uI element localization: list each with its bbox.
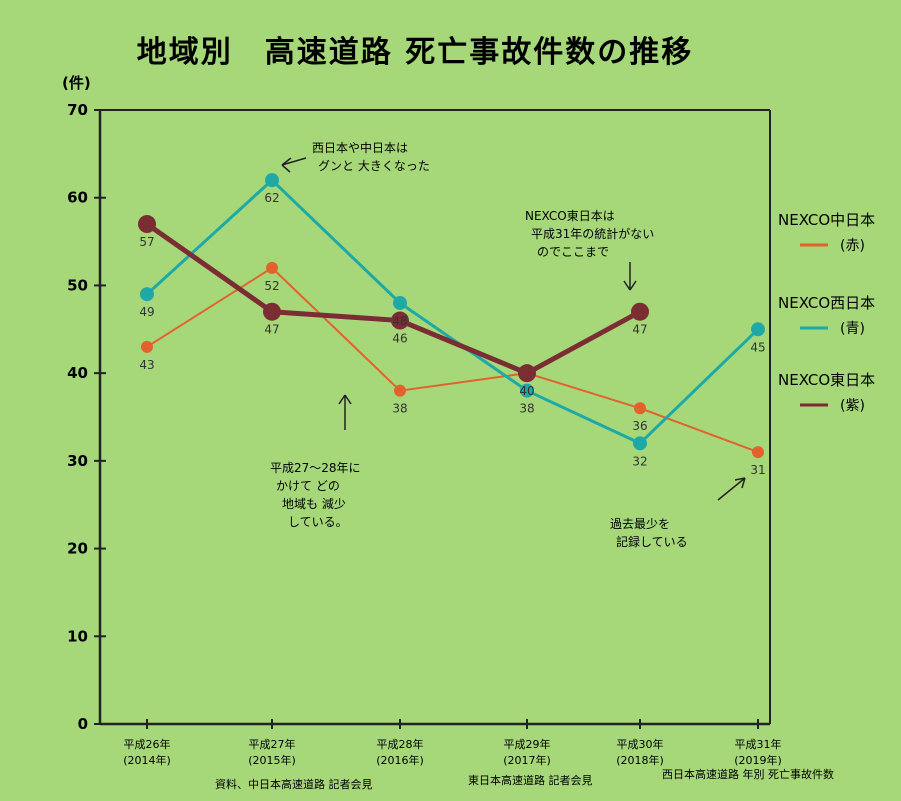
data-label: 57: [139, 235, 154, 249]
data-point: [631, 302, 649, 321]
annotation-arrow: [717, 477, 746, 501]
annotation-text: 平成27〜28年に: [270, 461, 361, 475]
annotation-text: 過去最少を: [610, 517, 670, 531]
y-tick-label: 30: [67, 452, 88, 470]
x-tick-labels: 平成26年 (2014年) 平成27年 (2015年) 平成28年 (2016年) 平成29…: [123, 719, 782, 767]
data-point: [140, 287, 154, 302]
legend-label: NEXCO東日本: [778, 371, 875, 389]
x-tick-label: 平成29年: [504, 737, 551, 751]
data-label: 47: [264, 323, 279, 337]
x-tick-label-year: (2019年): [734, 753, 782, 767]
data-labels: 57 49 43 62 52 47 48 46 38 40 38 47 36 32 45 31: [139, 191, 765, 477]
series-lines: [144, 178, 760, 454]
annotation-text: 地域も 減少: [282, 496, 346, 511]
legend-color-note: (青): [840, 321, 865, 337]
data-label: 49: [139, 305, 154, 319]
annotation-text: 平成31年の統計がない: [531, 226, 654, 241]
chart-axes: [98, 109, 771, 726]
data-point: [752, 446, 764, 459]
x-tick-label-year: (2017年): [503, 753, 551, 767]
data-point: [520, 383, 534, 398]
legend-label: NEXCO西日本: [778, 294, 875, 312]
legend-label: NEXCO中日本: [778, 211, 875, 229]
data-label: 43: [139, 358, 154, 372]
data-point: [393, 295, 407, 310]
data-point: [634, 402, 646, 415]
y-tick-label: 20: [67, 540, 88, 558]
data-label: 38: [392, 402, 407, 416]
y-tick-label: 40: [67, 364, 88, 382]
annotation-arrow: [281, 157, 307, 173]
data-label: 40: [519, 384, 534, 398]
chart-title: 地域別 高速道路 死亡事故件数の推移: [137, 35, 693, 70]
data-label: 38: [519, 402, 534, 416]
x-tick-label: 平成30年: [617, 737, 664, 751]
y-tick-label: 10: [67, 627, 88, 645]
series-line: [146, 266, 759, 454]
x-tick-label: 平成28年: [377, 737, 424, 751]
data-label: 52: [264, 279, 279, 293]
data-label: 47: [632, 323, 647, 337]
annotation-arrow: [623, 262, 637, 291]
x-tick-label: 平成27年: [249, 737, 296, 751]
annotation-text: 記録している: [616, 534, 688, 549]
data-label: 31: [750, 463, 765, 477]
data-point: [263, 302, 281, 321]
legend-color-note: (赤): [840, 238, 865, 254]
x-tick-label-year: (2015年): [248, 753, 296, 767]
annotation-text: かけて どの: [276, 479, 340, 493]
x-tick-label-year: (2016年): [376, 753, 424, 767]
source-text: 西日本高速道路 年別 死亡事故件数: [662, 767, 834, 781]
data-label: 48: [392, 314, 407, 328]
x-tick-label-year: (2018年): [616, 753, 664, 767]
legend: NEXCO中日本 (赤) NEXCO西日本 (青) NEXCO東日本 (紫): [778, 211, 875, 414]
source-text: 東日本高速道路 記者会見: [468, 773, 593, 787]
y-tick-label: 70: [67, 101, 88, 119]
data-point: [394, 384, 406, 397]
source-note: 資料、中日本高速道路 記者会見 東日本高速道路 記者会見 西日本高速道路 年別 死亡…: [215, 767, 834, 791]
data-points: [138, 173, 765, 459]
annotation-text: している。: [288, 515, 348, 529]
annotation-text: NEXCO東日本は: [525, 209, 615, 223]
y-tick-label: 50: [67, 276, 88, 294]
x-tick-label-year: (2014年): [123, 753, 171, 767]
data-label: 46: [392, 332, 407, 346]
data-point: [633, 436, 647, 451]
data-point: [141, 340, 153, 353]
series-line: [145, 178, 760, 445]
data-point: [265, 173, 279, 188]
data-label: 62: [264, 191, 279, 205]
annotation-text: グンと 大きくなった: [318, 159, 430, 173]
annotation-arrow: [338, 394, 352, 430]
annotation-text: 西日本や中日本は: [312, 140, 408, 155]
data-label: 45: [750, 340, 765, 354]
y-tick-label: 0: [78, 715, 88, 733]
y-tick-label: 60: [67, 189, 88, 207]
data-label: 32: [632, 454, 647, 468]
data-label: 36: [632, 419, 647, 433]
data-point: [138, 215, 156, 234]
x-tick-label: 平成31年: [735, 737, 782, 751]
y-axis-unit-label: (件): [62, 74, 91, 92]
y-tick-labels: 0 10 20 30 40 50 60 70: [67, 101, 106, 733]
legend-color-note: (紫): [840, 398, 865, 414]
data-point: [391, 311, 409, 330]
source-text: 資料、中日本高速道路 記者会見: [215, 777, 373, 791]
data-point: [518, 364, 536, 383]
x-tick-label: 平成26年: [124, 737, 171, 751]
data-point: [266, 261, 278, 274]
annotation-text: のでここまで: [537, 245, 609, 259]
data-point: [751, 322, 765, 337]
